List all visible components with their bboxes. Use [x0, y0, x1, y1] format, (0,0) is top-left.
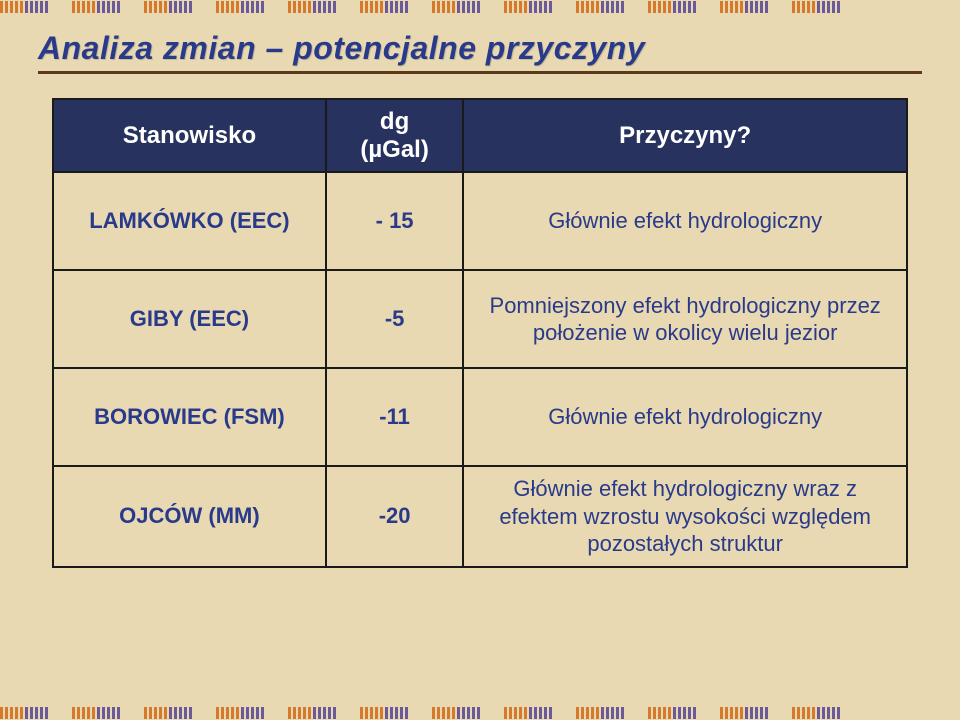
table-row: OJCÓW (MM) -20 Głównie efekt hydrologicz… — [53, 466, 907, 567]
cell-station: OJCÓW (MM) — [53, 466, 326, 567]
table-row: GIBY (EEC) -5 Pomniejszony efekt hydrolo… — [53, 270, 907, 368]
cell-reason: Głównie efekt hydrologiczny — [463, 368, 907, 466]
table-row: BOROWIEC (FSM) -11 Głównie efekt hydrolo… — [53, 368, 907, 466]
header-dg-line1: dg — [337, 108, 452, 136]
table-body: LAMKÓWKO (EEC) - 15 Głównie efekt hydrol… — [53, 172, 907, 567]
cell-dg: -20 — [326, 466, 463, 567]
header-station: Stanowisko — [53, 99, 326, 172]
slide-content: Analiza zmian – potencjalne przyczyny St… — [38, 30, 922, 568]
cell-station: BOROWIEC (FSM) — [53, 368, 326, 466]
cell-reason: Głównie efekt hydrologiczny — [463, 172, 907, 270]
decorative-border-top — [0, 0, 960, 14]
cell-dg: -5 — [326, 270, 463, 368]
cell-dg: -11 — [326, 368, 463, 466]
cell-station: GIBY (EEC) — [53, 270, 326, 368]
table-header-row: Stanowisko dg (µGal) Przyczyny? — [53, 99, 907, 172]
header-dg: dg (µGal) — [326, 99, 463, 172]
title-underline — [38, 71, 922, 74]
causes-table: Stanowisko dg (µGal) Przyczyny? LAMKÓWKO… — [52, 98, 908, 568]
table-row: LAMKÓWKO (EEC) - 15 Głównie efekt hydrol… — [53, 172, 907, 270]
cell-reason: Głównie efekt hydrologiczny wraz z efekt… — [463, 466, 907, 567]
header-dg-line2: (µGal) — [337, 136, 452, 164]
cell-reason: Pomniejszony efekt hydrologiczny przez p… — [463, 270, 907, 368]
slide-title: Analiza zmian – potencjalne przyczyny — [38, 30, 922, 67]
cell-dg: - 15 — [326, 172, 463, 270]
table-wrapper: Stanowisko dg (µGal) Przyczyny? LAMKÓWKO… — [52, 98, 908, 568]
cell-station: LAMKÓWKO (EEC) — [53, 172, 326, 270]
header-reason: Przyczyny? — [463, 99, 907, 172]
decorative-border-bottom — [0, 706, 960, 720]
